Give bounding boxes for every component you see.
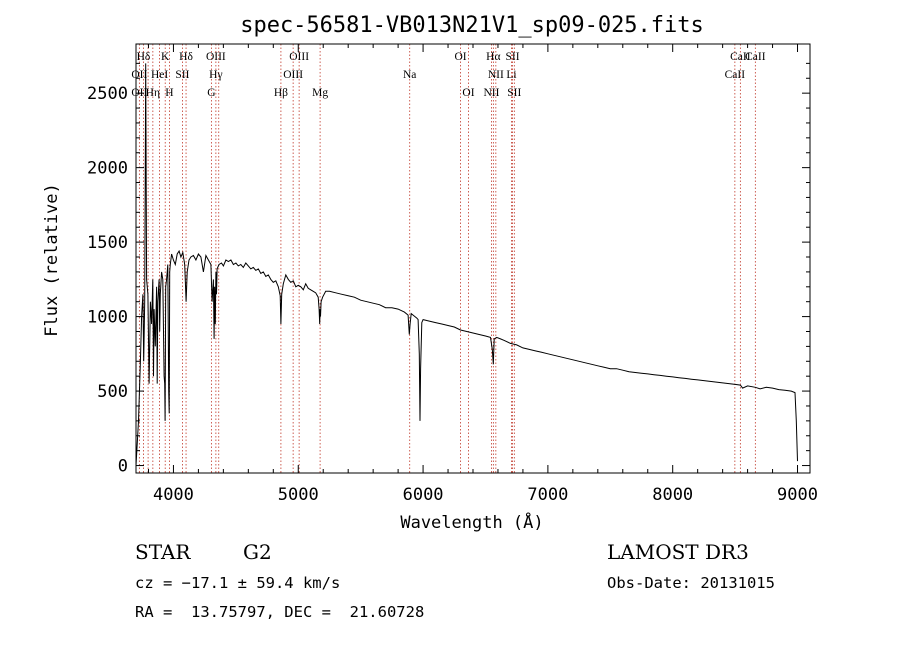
x-axis-label: Wavelength (Å) bbox=[400, 511, 543, 533]
redshift-readout: cz = −17.1 ± 59.4 km/s bbox=[135, 574, 341, 592]
line-label: OIII bbox=[289, 51, 309, 63]
x-tick-label: 9000 bbox=[777, 485, 818, 505]
line-label: CaII bbox=[745, 51, 766, 63]
line-label: OIII bbox=[206, 51, 226, 63]
line-label: Hδ bbox=[179, 51, 193, 63]
spectral-subclass: G2 bbox=[243, 540, 272, 564]
x-tick-label: 6000 bbox=[403, 485, 444, 505]
object-class: STAR bbox=[135, 540, 191, 564]
line-label: Mg bbox=[312, 87, 328, 99]
spectrum-line bbox=[135, 63, 798, 466]
x-tick-label: 4000 bbox=[153, 485, 194, 505]
x-tick-label: 8000 bbox=[652, 485, 693, 505]
line-label: NII bbox=[483, 87, 499, 99]
y-tick-label: 0 bbox=[118, 457, 128, 477]
line-label: OI bbox=[462, 87, 474, 99]
line-label: OII bbox=[131, 69, 147, 81]
line-label: SII bbox=[506, 51, 520, 63]
y-tick-label: 1500 bbox=[87, 233, 128, 253]
y-axis-label: Flux (relative) bbox=[42, 183, 62, 337]
line-label: Na bbox=[403, 69, 416, 81]
line-label: Hβ bbox=[274, 87, 288, 99]
line-label: Hη bbox=[146, 87, 160, 99]
coordinates-readout: RA = 13.75797, DEC = 21.60728 bbox=[135, 603, 425, 621]
y-tick-label: 2500 bbox=[87, 84, 128, 104]
line-label: Hδ bbox=[137, 51, 151, 63]
line-label: HeI bbox=[151, 69, 168, 81]
plot-frame bbox=[135, 43, 811, 474]
line-label: NII bbox=[488, 69, 504, 81]
line-label: K bbox=[161, 51, 170, 63]
line-label: H bbox=[165, 87, 173, 99]
line-label: CaII bbox=[725, 69, 746, 81]
line-label: SII bbox=[175, 69, 189, 81]
line-label: Li bbox=[506, 69, 516, 81]
line-label: OI bbox=[454, 51, 466, 63]
y-tick-label: 1000 bbox=[87, 308, 128, 328]
line-label: OIII bbox=[283, 69, 303, 81]
x-tick-label: 5000 bbox=[278, 485, 319, 505]
y-tick-label: 2000 bbox=[87, 159, 128, 179]
x-tick-label: 7000 bbox=[527, 485, 568, 505]
line-label: SII bbox=[507, 87, 521, 99]
chart-title: spec-56581-VB013N21V1_sp09-025.fits bbox=[240, 13, 704, 38]
observation-date: Obs-Date: 20131015 bbox=[607, 574, 775, 592]
y-tick-label: 500 bbox=[97, 382, 128, 402]
survey-name: LAMOST DR3 bbox=[607, 540, 749, 564]
line-label: Hα bbox=[486, 51, 500, 63]
line-label: Hγ bbox=[209, 69, 222, 81]
line-label: G bbox=[207, 87, 215, 99]
line-label: CaII bbox=[730, 51, 751, 63]
